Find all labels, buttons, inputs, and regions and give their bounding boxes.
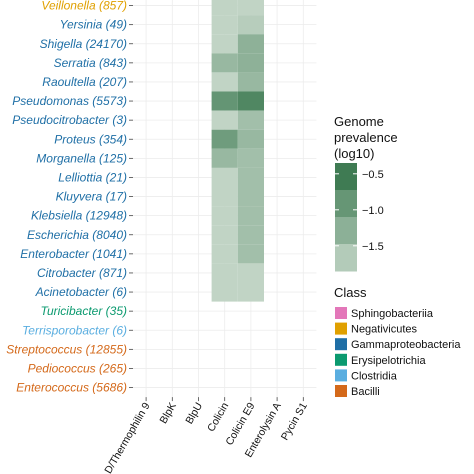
- heatmap-cell: [237, 225, 264, 245]
- class-legend-title: Class: [334, 285, 367, 300]
- heatmap-cell: [237, 148, 264, 168]
- heatmap-cell: [211, 148, 238, 168]
- class-legend-label: Gammaproteobacteria: [351, 339, 461, 351]
- row-label: Serratia (843): [54, 56, 127, 70]
- color-legend-title: (log10): [334, 146, 374, 161]
- row-label: Terrisporobacter (6): [22, 323, 127, 337]
- row-label: Veillonella (857): [41, 0, 127, 13]
- heatmap-cell: [237, 206, 264, 226]
- row-label: Escherichia (8040): [27, 228, 127, 242]
- heatmap-cell: [237, 0, 264, 16]
- class-legend-label: Bacilli: [351, 386, 380, 398]
- heatmap-cell: [237, 53, 264, 73]
- class-legend-swatch: [335, 353, 347, 366]
- row-label: Pseudocitrobacter (3): [12, 113, 127, 127]
- class-legend-label: Negativicutes: [351, 324, 418, 336]
- row-label: Streptococcus (12855): [6, 342, 127, 356]
- class-legend-label: Erysipelotrichia: [351, 355, 426, 367]
- row-label: Turicibacter (35): [41, 304, 127, 318]
- heatmap-cell: [237, 263, 264, 283]
- color-legend-swatch: [335, 244, 357, 272]
- heatmap-cell: [237, 110, 264, 130]
- row-label: Pseudomonas (5573): [12, 94, 127, 108]
- color-legend-title: Genome: [334, 114, 384, 129]
- heatmap-cell: [237, 72, 264, 92]
- row-label: Kluyvera (17): [56, 190, 127, 204]
- heatmap-cells: [211, 0, 264, 302]
- row-label: Shigella (24170): [40, 37, 127, 51]
- row-label: Citrobacter (871): [37, 266, 127, 280]
- column-label: BlpU: [183, 401, 205, 427]
- heatmap-cell: [237, 129, 264, 149]
- heatmap-cell: [211, 0, 238, 16]
- heatmap-cell: [237, 167, 264, 187]
- row-label: Yersinia (49): [60, 18, 127, 32]
- row-label: Proteus (354): [54, 132, 127, 146]
- heatmap-cell: [211, 263, 238, 283]
- heatmap-cell: [237, 91, 264, 111]
- class-legend-swatch: [335, 322, 347, 335]
- heatmap-cell: [211, 129, 238, 149]
- heatmap-cell: [237, 244, 264, 264]
- heatmap-cell: [211, 72, 238, 92]
- row-label: Raoultella (207): [42, 75, 127, 89]
- class-legend-swatch: [335, 338, 347, 351]
- class-legend-label: Sphingobacteriia: [351, 308, 434, 320]
- class-legend: Class Sphingobacteriia Negativicutes Gammap…: [334, 285, 461, 398]
- row-label: Klebsiella (12948): [31, 209, 127, 223]
- row-label: Pediococcus (265): [28, 361, 127, 375]
- heatmap-cell: [211, 282, 238, 302]
- heatmap-cell: [211, 15, 238, 35]
- class-legend-swatch: [335, 307, 347, 319]
- heatmap-cell: [237, 187, 264, 207]
- heatmap-cell: [211, 167, 238, 187]
- heatmap-cell: [211, 244, 238, 264]
- color-legend-swatch: [335, 163, 357, 191]
- heatmap-cell: [211, 91, 238, 111]
- heatmap-cell: [211, 225, 238, 245]
- heatmap-cell: [211, 206, 238, 226]
- heatmap-cell: [211, 34, 238, 54]
- class-legend-label: Clostridia: [351, 370, 398, 382]
- row-label: Enterobacter (1041): [20, 247, 127, 261]
- color-legend-tick-label: −0.5: [362, 169, 384, 181]
- heatmap-cell: [237, 15, 264, 35]
- heatmap-cell: [211, 53, 238, 73]
- column-label: BlpK: [157, 401, 178, 426]
- row-label: Enterococcus (5686): [16, 381, 127, 395]
- row-label: Lelliottia (21): [58, 170, 127, 184]
- heatmap-cell: [211, 187, 238, 207]
- color-legend-title: prevalence: [334, 130, 398, 145]
- color-legend-swatch: [335, 190, 357, 218]
- heatmap-cell: [237, 34, 264, 54]
- color-legend-swatch: [335, 217, 357, 245]
- row-label: Morganella (125): [36, 151, 127, 165]
- color-legend-tick-label: −1.0: [362, 205, 384, 217]
- row-label: Acinetobacter (6): [35, 285, 127, 299]
- class-legend-swatch: [335, 369, 347, 382]
- column-label: D/Thermophilin 9: [102, 400, 152, 474]
- row-labels: Veillonella (857) Yersinia (49) Shigella (…: [6, 0, 133, 395]
- heatmap-cell: [237, 282, 264, 302]
- color-legend-tick-label: −1.5: [362, 241, 384, 253]
- class-legend-swatch: [335, 385, 347, 397]
- column-label: Colicin: [205, 400, 231, 433]
- heatmap-cell: [211, 110, 238, 130]
